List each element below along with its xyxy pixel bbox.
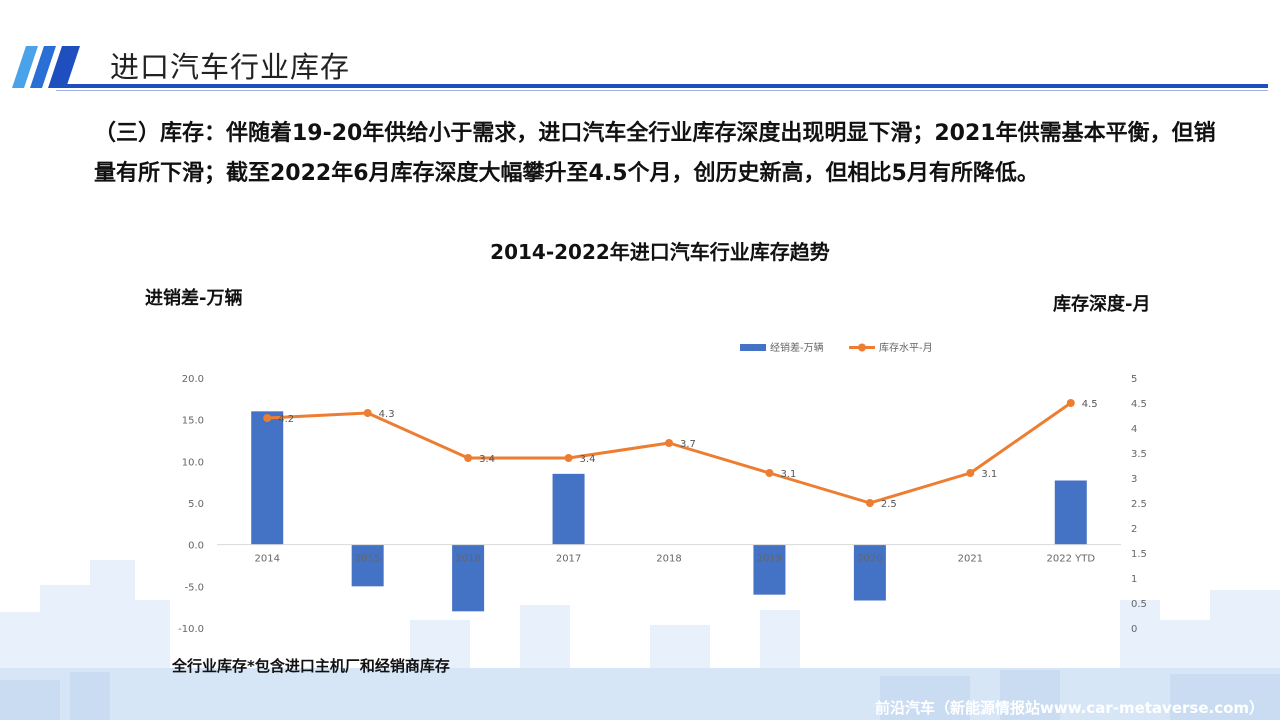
legend-label: 经销差-万辆 bbox=[770, 341, 824, 354]
line-point bbox=[1066, 399, 1075, 407]
line-point bbox=[765, 469, 774, 477]
legend-label: 库存水平-月 bbox=[879, 341, 933, 354]
footnote: 全行业库存*包含进口主机厂和经销商库存 bbox=[172, 657, 450, 675]
x-tick-label: 2020 bbox=[857, 554, 882, 565]
y-axis-left-title: 进销差-万辆 bbox=[145, 288, 243, 309]
y-tick-left: 10.0 bbox=[182, 457, 204, 468]
y-tick-right: 2.5 bbox=[1131, 499, 1147, 510]
y-tick-right: 2 bbox=[1131, 524, 1137, 535]
y-tick-left: -5.0 bbox=[184, 582, 204, 593]
y-tick-right: 5 bbox=[1131, 374, 1137, 385]
bar bbox=[452, 544, 485, 612]
y-tick-left: 5.0 bbox=[188, 499, 204, 510]
data-label: 4.3 bbox=[379, 409, 395, 420]
y-tick-left: 15.0 bbox=[182, 416, 204, 427]
bar bbox=[753, 544, 786, 595]
watermark: 前沿汽车（新能源情报站www.car-metaverse.com） bbox=[875, 699, 1265, 717]
x-tick-label: 2015 bbox=[355, 554, 380, 565]
legend-swatch-marker bbox=[858, 343, 866, 352]
legend-swatch-bar bbox=[740, 344, 766, 351]
header-stripes-icon bbox=[12, 46, 80, 88]
y-tick-right: 3.5 bbox=[1131, 449, 1147, 460]
bar bbox=[251, 411, 284, 545]
x-tick-label: 2017 bbox=[556, 554, 581, 565]
y-tick-right: 1 bbox=[1131, 574, 1137, 585]
bar bbox=[552, 473, 585, 545]
y-tick-left: -10.0 bbox=[178, 624, 204, 635]
bar bbox=[351, 544, 384, 587]
title-divider bbox=[56, 84, 1268, 88]
data-label: 3.1 bbox=[981, 469, 997, 480]
x-tick-label: 2021 bbox=[958, 554, 983, 565]
data-label: 3.4 bbox=[580, 454, 596, 465]
title-divider-thin bbox=[56, 90, 1268, 91]
x-tick-label: 2022 YTD bbox=[1047, 554, 1096, 565]
bar bbox=[853, 544, 886, 601]
y-tick-right: 4.5 bbox=[1131, 399, 1147, 410]
data-label: 2.5 bbox=[881, 499, 897, 510]
y-tick-right: 1.5 bbox=[1131, 549, 1147, 560]
y-tick-left: 0.0 bbox=[188, 541, 204, 552]
y-tick-right: 0 bbox=[1131, 624, 1137, 635]
x-tick-label: 2018 bbox=[656, 554, 681, 565]
y-axis-right-title: 库存深度-月 bbox=[1053, 294, 1151, 315]
y-tick-right: 4 bbox=[1131, 424, 1137, 435]
x-tick-label: 2016 bbox=[455, 554, 480, 565]
line-point bbox=[363, 409, 372, 417]
line-point bbox=[966, 469, 975, 477]
y-tick-left: 20.0 bbox=[182, 374, 204, 385]
data-label: 3.1 bbox=[780, 469, 796, 480]
line-point bbox=[464, 454, 473, 462]
data-label: 4.2 bbox=[278, 414, 294, 425]
x-tick-label: 2019 bbox=[757, 554, 782, 565]
bar bbox=[1054, 480, 1087, 545]
data-label: 3.7 bbox=[680, 439, 696, 450]
y-tick-right: 0.5 bbox=[1131, 599, 1147, 610]
body-paragraph: （三）库存：伴随着19-20年供给小于需求，进口汽车全行业库存深度出现明显下滑；… bbox=[94, 121, 1216, 186]
data-label: 3.4 bbox=[479, 454, 495, 465]
x-tick-label: 2014 bbox=[254, 554, 279, 565]
page-title: 进口汽车行业库存 bbox=[110, 50, 351, 84]
line-point bbox=[263, 414, 272, 422]
y-tick-right: 3 bbox=[1131, 474, 1137, 485]
line-point bbox=[865, 499, 874, 507]
line-point bbox=[665, 439, 673, 447]
data-label: 4.5 bbox=[1082, 399, 1098, 410]
chart-title: 2014-2022年进口汽车行业库存趋势 bbox=[490, 240, 830, 264]
line-point bbox=[564, 454, 573, 462]
